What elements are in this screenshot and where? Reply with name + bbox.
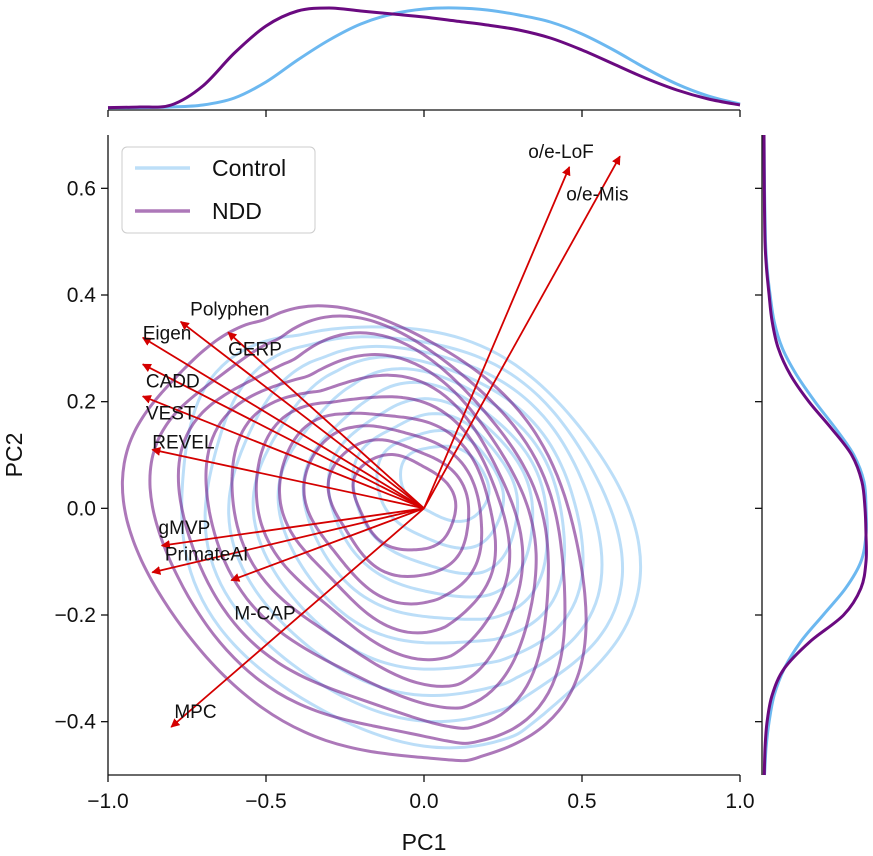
loading-label: PrimateAI [165,545,248,566]
y-tick-label: 0.0 [67,497,96,520]
contour-line [203,335,625,724]
loading-label: CADD [146,371,200,392]
loading-label: o/e-LoF [528,142,593,163]
loading-arrow-cadd [141,363,425,510]
loading-arrows: o/e-LoF o/e-Mis Polyphen Eigen GERP CADD VEST R… [141,142,628,728]
x-tick-label: 0.0 [409,790,438,813]
loading-arrow-primateai [151,507,425,575]
top-marginal-density [107,6,741,117]
loading-arrow-gmvp [160,507,425,549]
loading-arrow-o-e-mis [423,166,571,509]
x-tick-label: 0.5 [567,790,596,813]
loading-arrow-mpc [170,507,425,728]
loading-label: M-CAP [234,603,295,624]
loading-label: Eigen [143,323,192,344]
top-density-ndd [107,6,741,110]
loading-label: VEST [146,403,196,424]
loading-label: MPC [174,702,216,723]
contour-line [326,438,471,578]
legend-label-control: Control [212,155,286,181]
x-tick-label: −0.5 [245,790,286,813]
contours-control [180,325,643,750]
right-marginal-density [755,134,868,776]
legend: Control NDD [121,146,316,234]
right-density-ndd [762,134,868,776]
y-tick-label: 0.6 [67,177,96,200]
y-tick-label: 0.2 [67,391,96,414]
x-axis-label: PC1 [402,829,447,855]
loading-arrow-revel [151,446,425,510]
legend-label-ndd: NDD [212,198,262,224]
y-tick-label: −0.2 [55,604,96,627]
loading-label: o/e-Mis [566,185,628,206]
axes: −1.0 −0.5 0.0 0.5 1.0 −0.4 −0.2 0.0 0.2 0.4 0.6 PC1… [1,135,755,855]
contour-line [351,452,458,552]
loading-arrow-m-cap [230,507,425,582]
top-density-control [107,6,741,110]
x-tick-label: −1.0 [87,790,128,813]
loading-label: Polyphen [190,299,269,320]
contour-line [148,314,567,745]
loading-arrow-polyphen [179,320,425,510]
loading-label: GERP [228,339,282,360]
loading-arrow-vest [141,395,425,510]
y-tick-label: 0.4 [67,284,97,307]
contour-line [180,325,643,750]
main-plot-panel: o/e-LoF o/e-Mis Polyphen Eigen GERP CADD VEST R… [1,135,755,855]
contour-line [351,412,520,576]
loading-label: REVEL [152,433,214,454]
contour-line [254,395,512,662]
y-axis-label: PC2 [1,433,27,478]
contour-line [277,411,498,635]
y-tick-label: −0.4 [55,711,97,734]
loading-arrow-eigen [141,336,425,510]
loading-arrow-gerp [227,331,425,510]
x-tick-label: 1.0 [725,790,754,813]
loading-label: gMVP [159,518,211,539]
loading-arrow-o-e-lof [423,155,621,509]
contour-line [176,331,550,730]
contour-line [227,344,604,698]
contour-line [120,304,588,763]
contours-ndd [120,304,588,763]
